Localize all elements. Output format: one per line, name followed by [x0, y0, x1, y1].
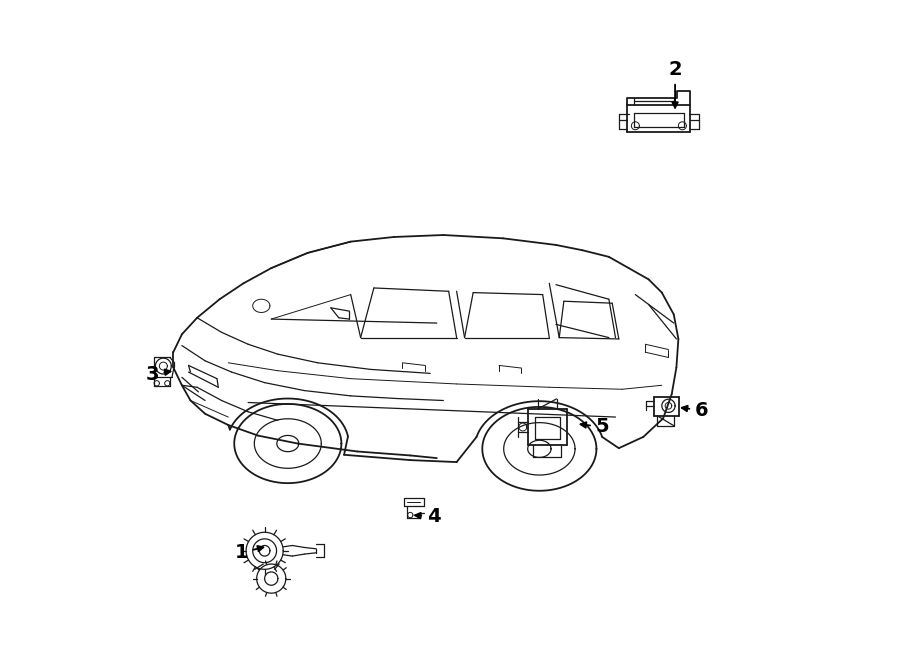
Text: 5: 5 [580, 418, 609, 436]
Text: 2: 2 [669, 60, 682, 108]
Text: 6: 6 [682, 401, 708, 420]
Text: 3: 3 [145, 365, 170, 383]
Text: 1: 1 [235, 544, 264, 562]
Text: 4: 4 [415, 507, 440, 526]
